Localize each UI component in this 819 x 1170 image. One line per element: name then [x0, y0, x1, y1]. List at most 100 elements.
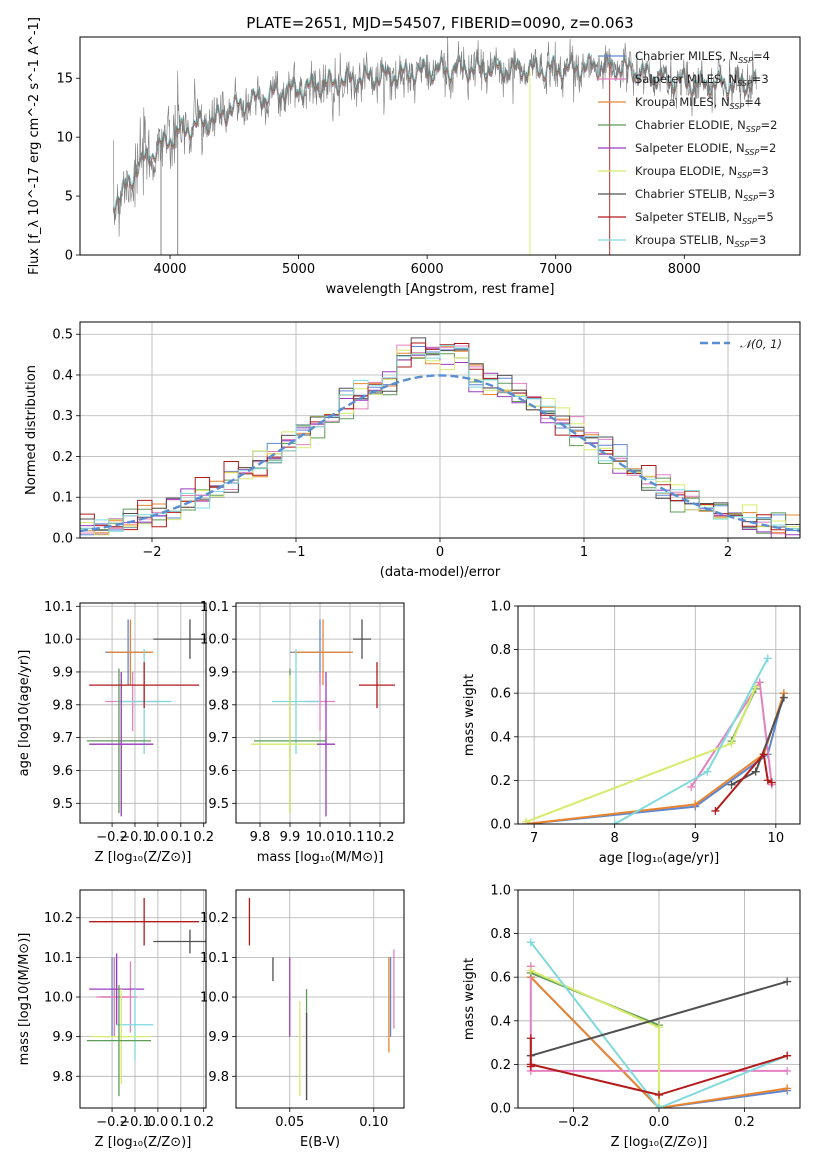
- y-axis-label: Normed distribution: [24, 365, 39, 495]
- y-tick-label: 10.1: [44, 600, 73, 615]
- legend-subscript: SSP: [730, 102, 745, 111]
- legend-entry: Kroupa MILES, NSSP=4: [635, 95, 761, 111]
- x-tick-label: 7000: [539, 262, 572, 277]
- panel-age-vs-mass: 9.8 9.9 10.0 10.1 10.29.59.69.79.89.910.010.…: [200, 600, 405, 865]
- legend-subscript: SSP: [743, 194, 758, 203]
- axes-frame: [517, 605, 801, 825]
- plus-marker: [759, 750, 768, 759]
- plus-marker: [783, 1066, 792, 1075]
- legend-name: Chabrier STELIB, N: [635, 187, 743, 201]
- x-tick-label: 10.2: [366, 830, 395, 845]
- plot-area: [526, 938, 792, 1108]
- y-tick-label: 1.0: [490, 600, 511, 615]
- plus-marker: [727, 780, 736, 789]
- plus-marker: [655, 1090, 663, 1099]
- x-axis-label: mass [log₁₀(M/M⊙)]: [257, 850, 384, 865]
- y-tick-label: 9.8: [52, 1070, 73, 1085]
- panel-spectrum: 4000 5000 6000 7000 8000 0 5 10 15 wavelength [An…: [27, 17, 801, 297]
- y-axis-label: mass [log10(M/M⊙)]: [17, 933, 32, 1066]
- y-tick-label: 10.2: [44, 911, 73, 926]
- legend-name: Chabrier ELODIE, N: [635, 118, 746, 132]
- y-tick-label: 0.3: [52, 409, 73, 424]
- x-tick-label: 4000: [153, 262, 186, 277]
- y-axis-label: Flux [f_λ 10^-17 erg cm^-2 s^-1 A^-1]: [27, 17, 42, 275]
- y-axis-label: mass weight: [462, 674, 477, 756]
- plus-marker: [751, 767, 760, 776]
- plot-area: [251, 619, 395, 817]
- legend-name: Salpeter STELIB, N: [635, 210, 742, 224]
- y-tick-label: 9.9: [208, 1030, 229, 1045]
- plus-marker: [763, 776, 772, 785]
- legend-nssp: =2: [761, 118, 778, 132]
- x-tick-label: 2: [724, 545, 732, 560]
- x-tick-label: 0.2: [734, 1115, 755, 1130]
- x-tick-label: 0.05: [275, 1115, 304, 1130]
- x-tick-label: 1: [580, 545, 588, 560]
- y-tick-label: 10.0: [200, 991, 229, 1006]
- legend-nssp: =3: [752, 164, 769, 178]
- legend-subscript: SSP: [746, 125, 761, 134]
- mass-weight-line: [525, 692, 785, 824]
- y-tick-label: 9.9: [52, 665, 73, 680]
- legend-entry: Salpeter STELIB, NSSP=5: [635, 210, 774, 226]
- y-tick-label: 0.1: [52, 491, 73, 506]
- y-tick-label: 5: [65, 190, 73, 205]
- legend-nssp: =2: [759, 141, 776, 155]
- legend-entry: 𝒩(0, 1): [740, 337, 782, 351]
- legend-entry: Chabrier STELIB, NSSP=3: [635, 187, 775, 203]
- plus-marker: [526, 1060, 535, 1069]
- legend-subscript: SSP: [735, 240, 750, 249]
- plot-area: [248, 897, 395, 1101]
- y-tick-label: 0.0: [490, 818, 511, 833]
- legend-subscript: SSP: [737, 79, 752, 88]
- y-tick-label: 9.6: [208, 764, 229, 779]
- x-tick-label: 7: [530, 831, 538, 846]
- legend-name: Kroupa ELODIE, N: [635, 164, 737, 178]
- axes-frame: [79, 36, 801, 256]
- plus-marker: [655, 1104, 663, 1108]
- y-tick-label: 0.6: [490, 971, 511, 986]
- x-tick-label: 9.9: [280, 830, 301, 845]
- legend-nssp: =4: [744, 95, 761, 109]
- legend-subscript: SSP: [738, 56, 753, 65]
- legend-subscript: SSP: [745, 148, 760, 157]
- x-axis-label: Z [log₁₀(Z/Z⊙)]: [95, 1135, 192, 1150]
- x-tick-label: 6000: [411, 262, 444, 277]
- x-axis-label: E(B-V): [300, 1135, 340, 1150]
- y-tick-label: 0.5: [52, 328, 73, 343]
- plus-marker: [711, 806, 720, 815]
- x-axis-label: wavelength [Angstrom, rest frame]: [326, 282, 555, 297]
- y-tick-label: 9.8: [52, 698, 73, 713]
- y-tick-label: 0.2: [52, 450, 73, 465]
- x-tick-label: −2: [142, 545, 161, 560]
- x-tick-label: 0.0: [148, 830, 169, 845]
- y-axis-label: mass weight: [462, 958, 477, 1040]
- mass-weight-line: [530, 941, 788, 1108]
- legend-entry: Chabrier ELODIE, NSSP=2: [635, 118, 777, 134]
- y-tick-label: 9.7: [52, 731, 73, 746]
- plus-marker: [755, 678, 764, 687]
- gaussian-curve: [80, 374, 800, 533]
- y-tick-label: 10.1: [200, 951, 229, 966]
- y-tick-label: 0.4: [490, 730, 511, 745]
- panel-mass-vs-ebv: 0.05 0.10 9.8 9.9 10.0 10.1 10.2 E(B-V): [200, 889, 405, 1150]
- y-tick-label: 10: [56, 131, 73, 146]
- y-tick-label: 10.1: [200, 600, 229, 615]
- y-tick-label: 0.4: [490, 1014, 511, 1029]
- plus-marker: [703, 767, 712, 776]
- panel-age-vs-Z: −0.2−0.10.0 0.1 0.2 9.5 9.6 9.7 9.8 9.9 10.0 10.1…: [17, 600, 214, 865]
- y-axis-label: age [log10(age/yr)]: [17, 650, 32, 777]
- mass-weight-line: [530, 976, 788, 1108]
- x-tick-label: 8: [611, 831, 619, 846]
- legend-name: Salpeter MILES, N: [635, 72, 737, 86]
- x-axis-label: age [log₁₀(age/yr)]: [599, 851, 720, 866]
- legend-name: Kroupa STELIB, N: [635, 233, 735, 247]
- legend-nssp: =3: [749, 233, 766, 247]
- y-tick-label: 0.8: [490, 927, 511, 942]
- y-tick-label: 0.2: [490, 1058, 511, 1073]
- plus-marker: [522, 817, 531, 824]
- x-tick-label: 9.8: [250, 830, 271, 845]
- plus-marker: [526, 966, 535, 975]
